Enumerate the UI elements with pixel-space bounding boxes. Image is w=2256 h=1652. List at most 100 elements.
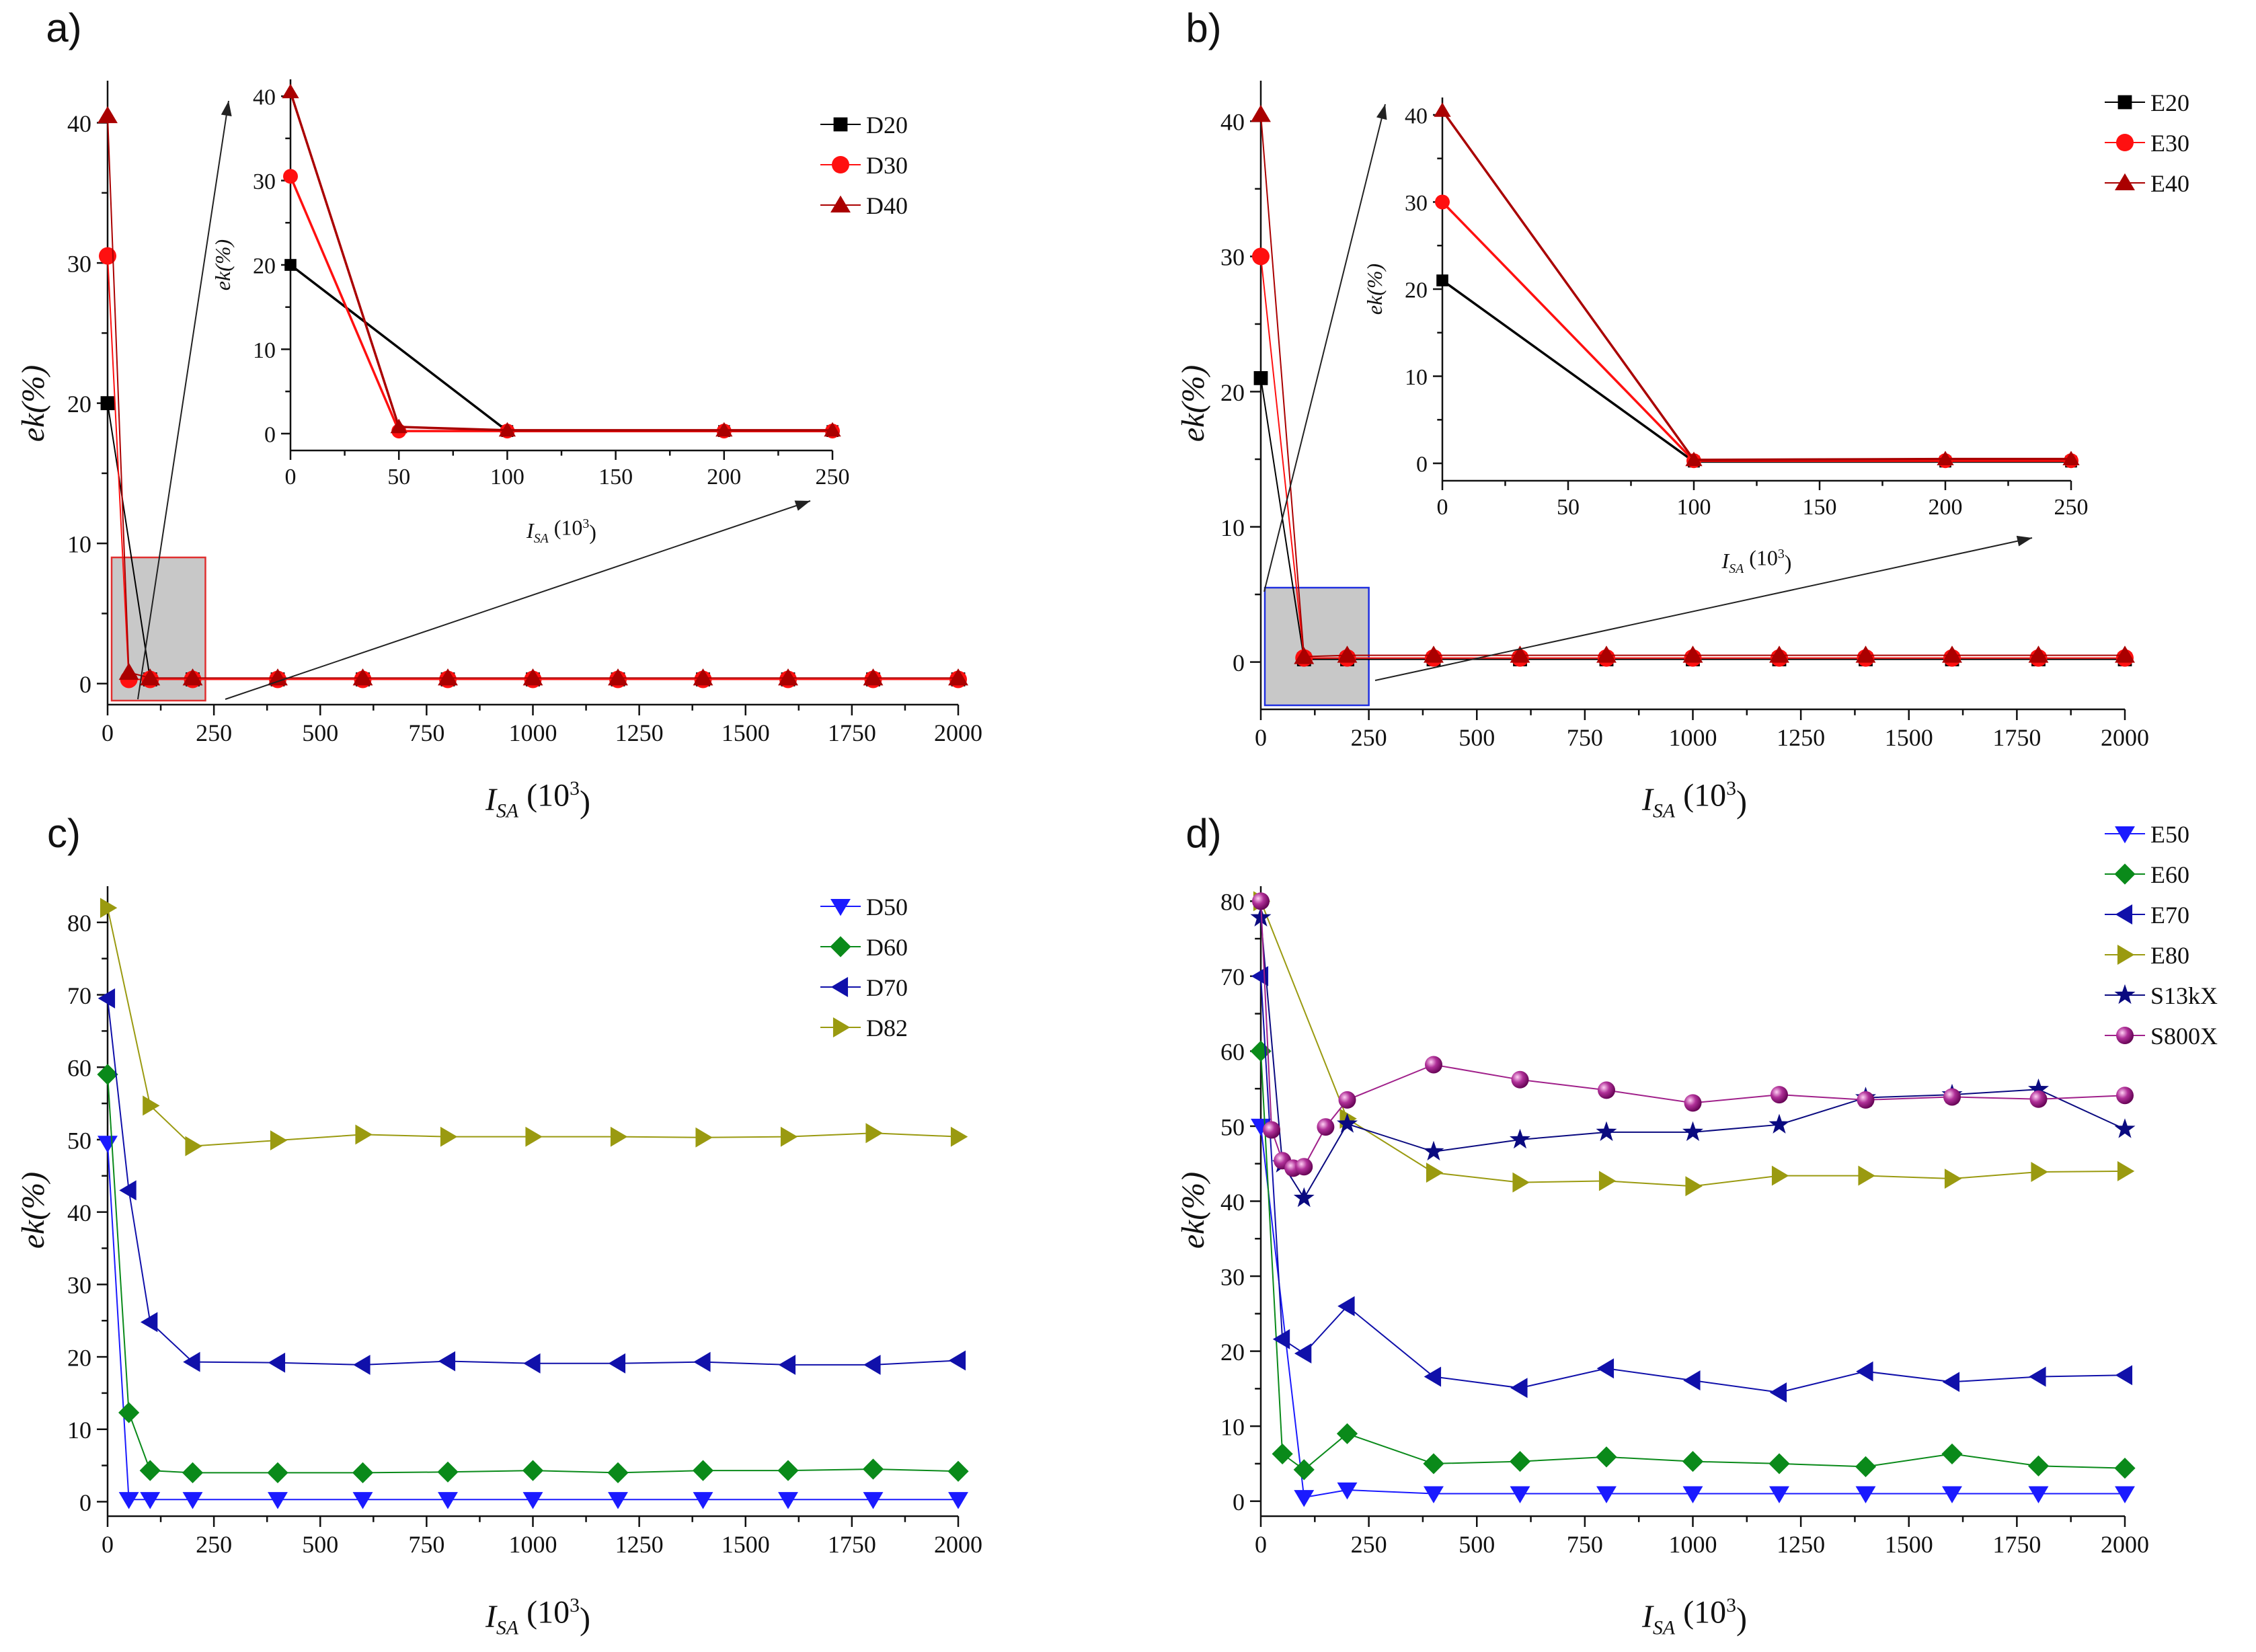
legend: D20 D30 D40 xyxy=(820,112,908,219)
series-line xyxy=(1441,279,2071,463)
legend-marker xyxy=(2117,95,2132,110)
data-point xyxy=(185,1136,202,1156)
x-tick-label: 200 xyxy=(1929,495,1963,520)
y-tick-label: 0 xyxy=(1233,650,1245,676)
x-tick-label: 1250 xyxy=(1777,1531,1825,1558)
x-tick-label: 250 xyxy=(816,465,850,489)
data-point xyxy=(1426,1163,1444,1183)
legend-item: D50 xyxy=(820,894,908,920)
data-point xyxy=(140,668,161,686)
data-point xyxy=(183,1351,200,1372)
zoom-arrow-a-right-head xyxy=(794,500,810,511)
y-tick-label: 0 xyxy=(1233,1489,1245,1516)
data-point xyxy=(118,1492,139,1509)
data-point xyxy=(1685,1176,1703,1197)
data-point xyxy=(118,1402,140,1423)
data-point xyxy=(2028,1078,2049,1099)
data-point xyxy=(1250,1040,1272,1062)
y-tick-label: 20 xyxy=(1405,278,1428,303)
y-tick-label: 30 xyxy=(1220,244,1245,271)
series-line xyxy=(1260,917,2126,1199)
data-point xyxy=(119,1180,137,1201)
data-point xyxy=(1423,1140,1444,1161)
series-line xyxy=(1441,110,2071,461)
series-line xyxy=(107,998,959,1366)
series-D60 xyxy=(97,1064,969,1483)
data-point xyxy=(98,988,116,1009)
inset-y-axis-label: ek(%) xyxy=(1362,264,1387,315)
data-point xyxy=(438,1492,458,1509)
data-point xyxy=(498,422,516,437)
x-axis-label: ISA (103) xyxy=(485,1594,590,1639)
y-tick-label: 60 xyxy=(67,1055,91,1082)
legend: E20 E30 E40 xyxy=(2105,89,2189,197)
inset-y-axis-label: ek(%) xyxy=(210,239,235,290)
x-tick-label: 1250 xyxy=(615,1531,664,1558)
data-point xyxy=(1771,1086,1788,1104)
legend-marker xyxy=(2114,863,2136,885)
x-tick-label: 0 xyxy=(285,465,297,489)
data-point xyxy=(1941,1443,1963,1465)
data-point xyxy=(2028,1486,2049,1503)
legend-label: S800X xyxy=(2150,1023,2218,1050)
y-tick-label: 40 xyxy=(1220,109,1245,136)
x-tick-label: 1750 xyxy=(828,719,876,746)
data-point xyxy=(1768,1453,1790,1474)
data-point xyxy=(1294,1490,1315,1507)
data-point xyxy=(777,1460,799,1481)
data-point xyxy=(118,662,139,680)
x-tick-label: 2000 xyxy=(934,1531,982,1558)
data-point xyxy=(182,1462,204,1483)
legend-label: E20 xyxy=(2150,89,2189,116)
legend-marker xyxy=(830,936,851,957)
legend-marker xyxy=(830,195,851,213)
data-point xyxy=(863,668,884,686)
x-tick-label: 1500 xyxy=(722,1531,770,1558)
zoom-arrow-b-up-head xyxy=(1376,104,1387,120)
y-tick-label: 70 xyxy=(67,982,91,1009)
data-point xyxy=(824,422,841,437)
y-axis-label: ek(%) xyxy=(1175,1172,1211,1249)
legend-item: D70 xyxy=(820,974,908,1001)
data-point xyxy=(1336,1423,1358,1444)
data-point xyxy=(1685,451,1703,467)
data-point xyxy=(1937,450,1954,465)
legend-label: D40 xyxy=(866,192,908,219)
data-point xyxy=(1511,1070,1529,1089)
data-point xyxy=(284,259,297,271)
legend-label: E60 xyxy=(2150,861,2189,888)
data-point xyxy=(608,668,628,686)
data-point xyxy=(1855,645,1876,663)
data-point xyxy=(98,106,118,124)
data-point xyxy=(693,1492,713,1509)
series-D70 xyxy=(98,988,966,1375)
series-D40 xyxy=(98,106,968,686)
panel-b: b)0 250 500 750 1000 1250 1500 1750 200001020304… xyxy=(1175,5,2189,822)
zoom-arrow-a-right xyxy=(225,500,811,700)
y-tick-label: 50 xyxy=(67,1127,91,1154)
data-point xyxy=(1272,1329,1290,1349)
data-point xyxy=(267,1462,288,1483)
y-tick-label: 60 xyxy=(1220,1039,1245,1066)
x-tick-label: 50 xyxy=(387,465,410,489)
x-tick-label: 250 xyxy=(196,719,232,746)
x-tick-label: 0 xyxy=(1255,1531,1267,1558)
series-line xyxy=(289,175,832,432)
y-tick-label: 10 xyxy=(1405,365,1428,390)
data-point xyxy=(610,1126,628,1147)
data-point xyxy=(693,1351,711,1372)
data-point xyxy=(947,1460,969,1482)
legend-item: E70 xyxy=(2105,902,2189,929)
x-tick-label: 500 xyxy=(1458,724,1495,751)
series-line xyxy=(1441,201,2071,462)
x-tick-label: 100 xyxy=(1677,495,1711,520)
y-tick-label: 30 xyxy=(253,169,276,194)
inset-x-axis-label: ISA (103) xyxy=(1721,546,1792,576)
data-point xyxy=(440,1126,458,1147)
panel-c: c) 0 250 500 750 1000 1250 1500 1750 2000 0 10 20 30 4… xyxy=(15,811,982,1639)
data-point xyxy=(1682,645,1703,663)
data-point xyxy=(1510,1486,1530,1503)
data-point xyxy=(1512,1172,1530,1193)
legend-item: E20 xyxy=(2105,89,2189,116)
data-point xyxy=(2115,1486,2135,1503)
